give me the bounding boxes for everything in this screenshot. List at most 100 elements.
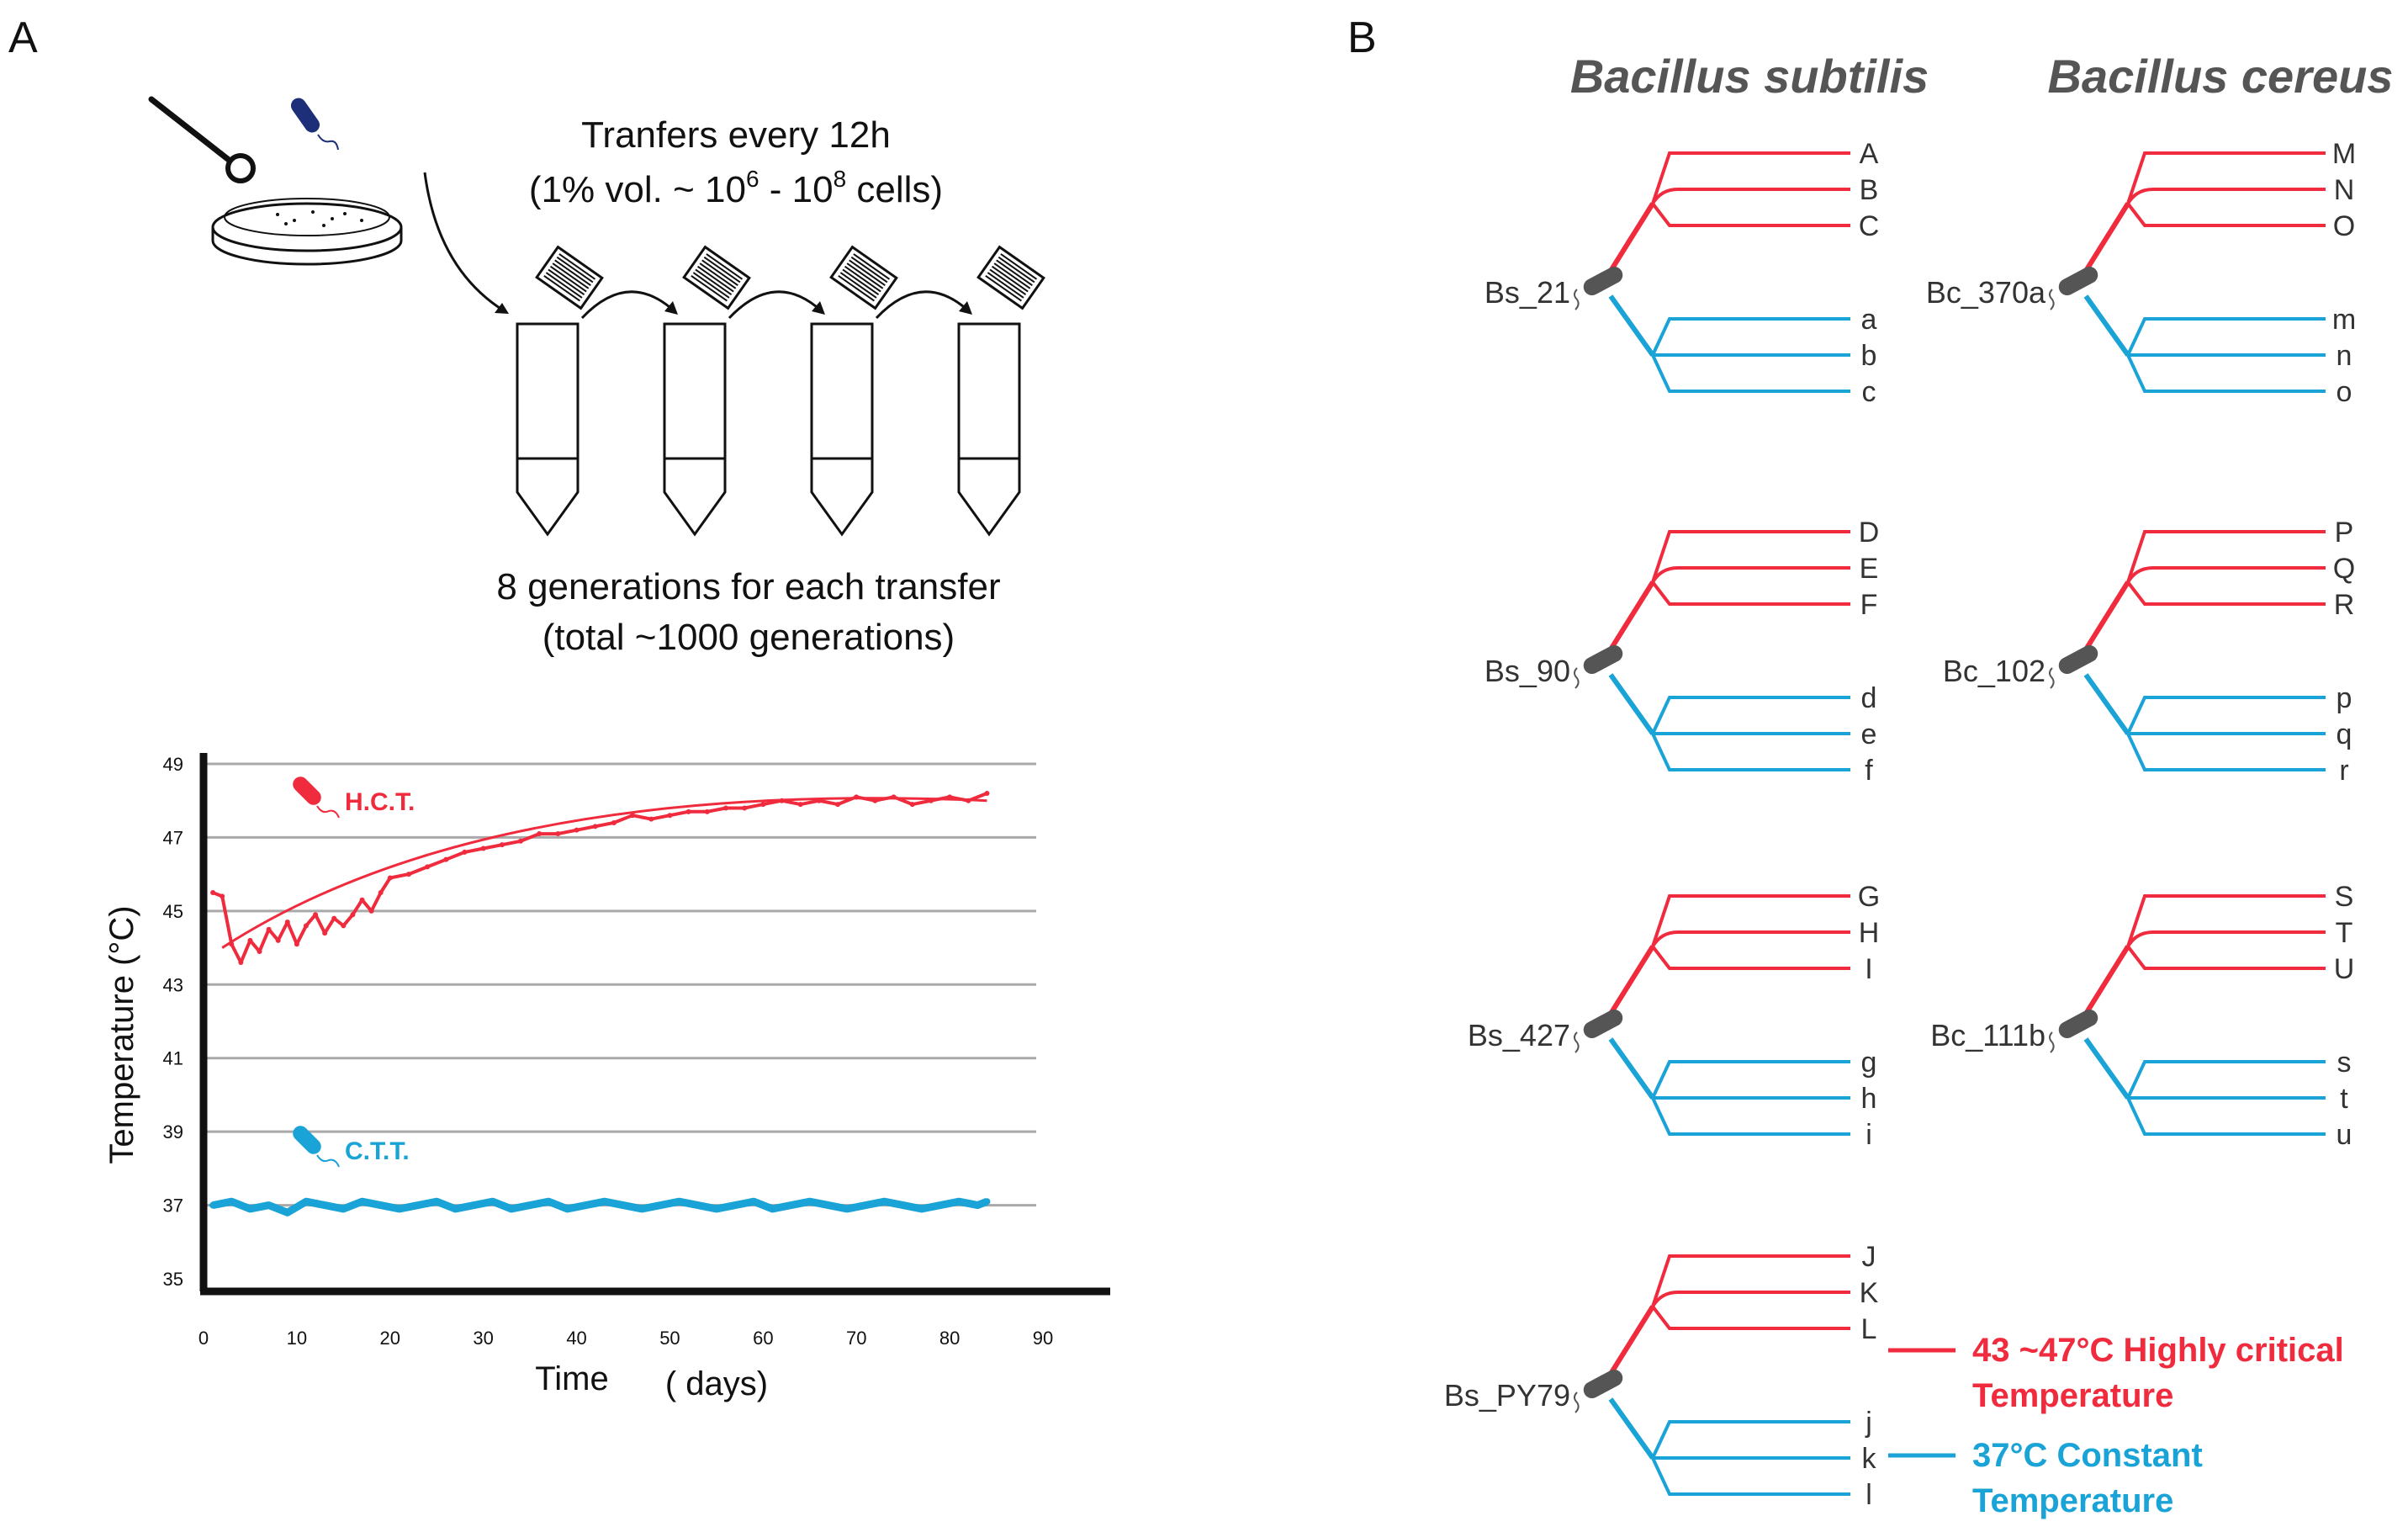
hot-branch [1651, 1305, 1850, 1330]
temperature-chart: 35 37 39 41 43 45 47 49 0 10 20 30 40 50 60 70 80 90 Time (… [103, 753, 1110, 1402]
y-tick-label: 39 [163, 1121, 183, 1142]
cold-branch [1608, 673, 1655, 735]
culture-tube-icon [663, 245, 751, 537]
hot-branch [1651, 945, 1850, 970]
data-point [294, 941, 299, 947]
cold-branch [1651, 1457, 1850, 1496]
cold-branch [1651, 1420, 1850, 1459]
data-point [368, 908, 374, 914]
data-point [350, 912, 356, 918]
x-tick-label: 30 [473, 1328, 493, 1349]
y-tick-label: 41 [163, 1048, 183, 1069]
cold-lineage-label: k [1862, 1443, 1877, 1475]
x-tick-label: 70 [846, 1328, 866, 1349]
data-point [862, 1201, 870, 1209]
data-point [574, 827, 580, 833]
hot-branch [1651, 202, 1850, 227]
data-point [518, 838, 524, 844]
legend-cold-label-2: Temperature [1972, 1482, 2173, 1519]
data-point [750, 1198, 758, 1206]
hot-branch [2126, 945, 2326, 970]
cold-branch [2126, 354, 2326, 393]
bacterium-icon [293, 1126, 340, 1168]
transfer-arrow-icon [875, 290, 971, 320]
data-point [209, 1201, 217, 1209]
culture-tube-icon [810, 245, 898, 537]
tube-cap-icon [976, 245, 1045, 310]
data-point [537, 831, 542, 837]
hot-branch [1651, 151, 1850, 204]
data-point [527, 1201, 534, 1209]
bacterium-icon [1574, 1369, 1623, 1413]
bacterium-icon [293, 777, 340, 819]
cold-branch [2083, 673, 2130, 735]
cold-lineage-label: f [1865, 755, 1873, 787]
cold-lineage-label: j [1865, 1407, 1872, 1439]
data-point [704, 808, 710, 814]
culture-tube-icon [516, 245, 604, 537]
x-tick-label: 50 [659, 1328, 680, 1349]
species-title-subtilis: Bacillus subtilis [1570, 50, 1929, 103]
hot-branch [2126, 930, 2326, 948]
hot-branch [2126, 566, 2326, 584]
hot-branch [1651, 566, 1850, 584]
strain-label: Bs_90 [1484, 654, 1570, 688]
hot-branch [1651, 530, 1850, 583]
species-title-cereus: Bacillus cereus [2048, 50, 2394, 103]
inoculation-loop-icon [148, 96, 256, 183]
x-tick-label: 80 [939, 1328, 960, 1349]
cold-lineage-label: d [1861, 682, 1877, 714]
y-tick-label: 37 [163, 1195, 183, 1217]
cold-lineage-label: c [1862, 376, 1876, 408]
data-point [638, 1205, 646, 1212]
hot-lineage-label: F [1860, 589, 1878, 621]
hot-lineage-label: U [2334, 953, 2355, 985]
hot-lineage-label: S [2335, 881, 2354, 913]
hot-branch [1608, 202, 1655, 273]
data-point [835, 802, 841, 808]
cold-branch [1651, 354, 1850, 393]
data-point [257, 948, 262, 954]
cold-branch [2083, 1037, 2130, 1100]
data-point [331, 915, 337, 921]
legend-hot-label: 43 ~47°C Highly critical [1972, 1332, 2344, 1369]
hot-lineage-label: P [2335, 517, 2354, 549]
data-point [246, 1205, 254, 1212]
culture-tube-icon [957, 245, 1045, 537]
hot-lineage-label: E [1860, 553, 1879, 585]
data-point [983, 1198, 991, 1206]
series-label-hct: H.C.T. [345, 788, 415, 816]
hot-branch [1608, 580, 1655, 651]
y-tick-label: 45 [163, 901, 183, 922]
hot-lineage-label: I [1865, 953, 1872, 985]
cold-lineage-label: a [1861, 304, 1877, 336]
hot-lineage-label: G [1858, 881, 1880, 913]
hot-lineage-label: T [2336, 917, 2353, 949]
cold-lineage-label: l [1866, 1479, 1872, 1511]
x-tick-label: 60 [753, 1328, 773, 1349]
hot-branch [1608, 1305, 1655, 1376]
hot-branch [1651, 188, 1850, 205]
arrow-head-icon [959, 301, 972, 315]
data-point [712, 1205, 720, 1212]
bacterium-icon [2049, 1009, 2098, 1053]
data-point [275, 937, 281, 943]
bacterium-icon [1574, 266, 1623, 310]
hot-lineage-label: D [1859, 517, 1880, 549]
data-point [694, 1201, 701, 1209]
hot-lineage-label: C [1859, 210, 1880, 242]
cold-branch [1608, 294, 1655, 357]
data-point [611, 819, 617, 825]
data-point [806, 1198, 813, 1206]
data-point [359, 897, 365, 903]
data-point [899, 1201, 907, 1209]
data-point [452, 1205, 459, 1212]
data-point [499, 842, 505, 848]
hot-lineage-label: L [1861, 1313, 1877, 1345]
data-point [415, 1201, 422, 1209]
bacterium-icon [290, 98, 339, 151]
hot-lineage-label: J [1862, 1241, 1876, 1273]
